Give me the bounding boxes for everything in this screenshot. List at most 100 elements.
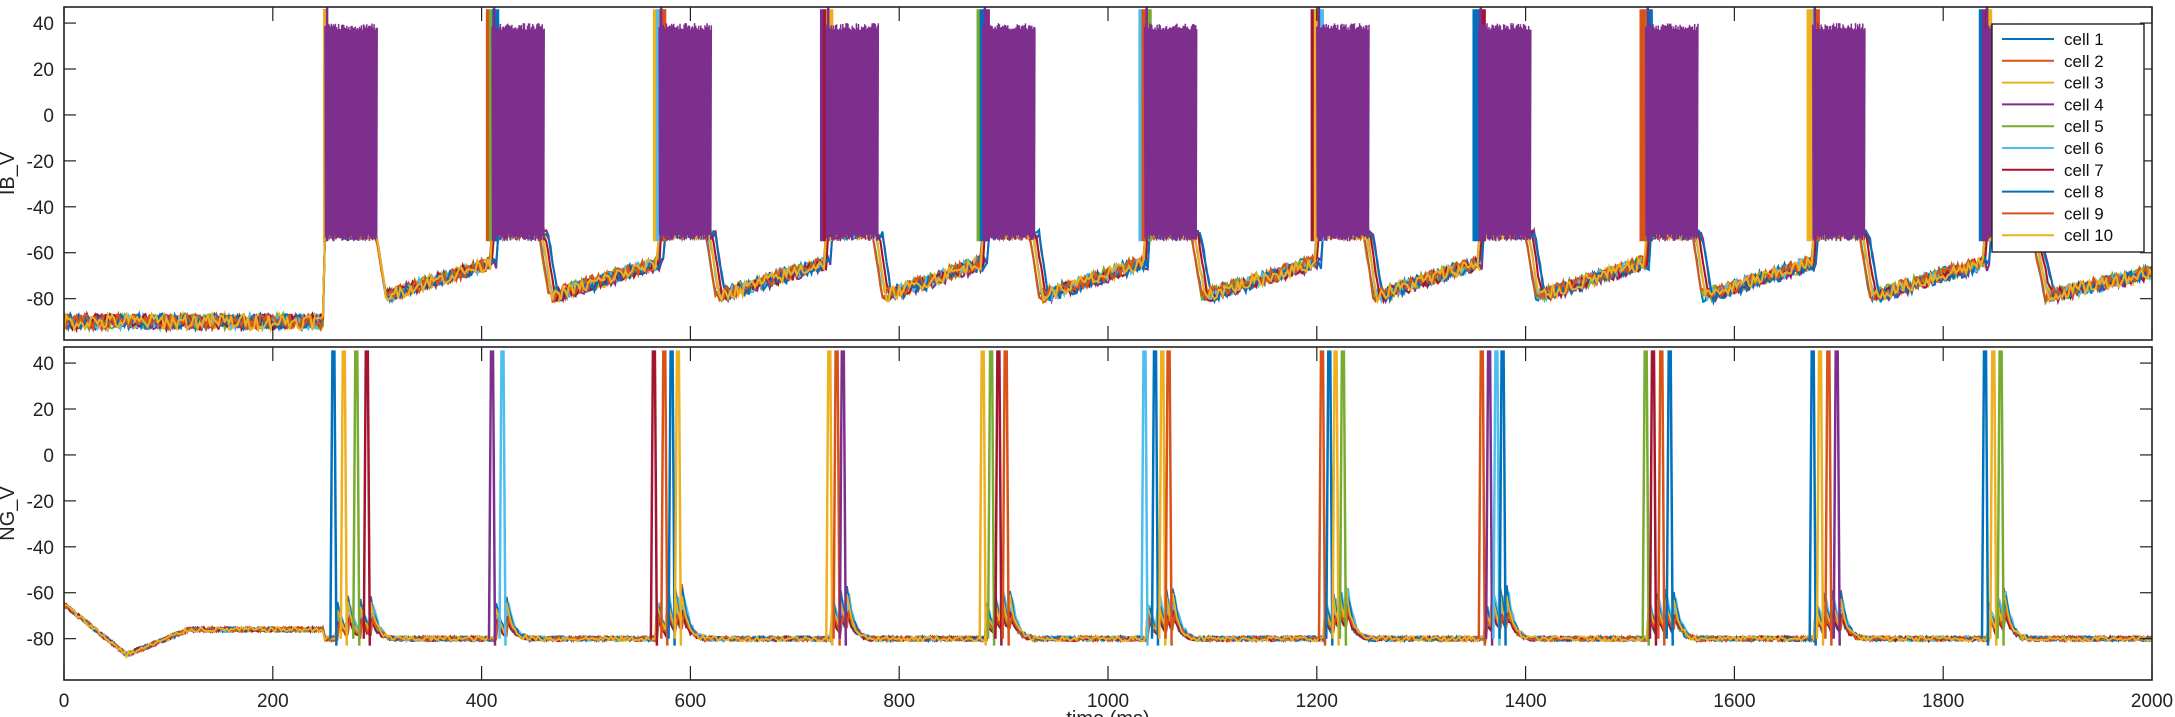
ib-v-burst-oscillation xyxy=(1143,23,1198,242)
legend-entry-6: cell 6 xyxy=(2064,139,2104,158)
ng-v-spike xyxy=(1498,350,1507,646)
ng-v-ytick-label: 20 xyxy=(33,400,54,421)
ib-v-ytick-label: -80 xyxy=(27,290,54,311)
ib-v-burst-oscillation xyxy=(1644,23,1699,242)
ng-v-spike xyxy=(1815,350,1825,646)
ng-v-spike xyxy=(649,350,659,646)
ib-v-ytick-label: -60 xyxy=(27,244,54,265)
ng-v-spike xyxy=(1648,350,1658,646)
ng-v-spike xyxy=(498,350,507,646)
ng-v-spike xyxy=(1492,350,1501,646)
ng-v-axes-box xyxy=(63,346,2153,681)
ng-v-spike xyxy=(1996,350,2005,646)
ng-v-xtick-label: 1600 xyxy=(1713,691,1755,712)
ib-v-burst-6 xyxy=(1138,7,1198,242)
ng-v-spike xyxy=(1001,350,1010,646)
ng-v-xtick-label: 200 xyxy=(257,691,289,712)
ib-v-ytick-label: -20 xyxy=(27,152,54,173)
ng-v-spike xyxy=(1665,350,1674,646)
ng-v-plot-area xyxy=(64,347,2152,680)
legend-entry-8: cell 8 xyxy=(2064,183,2104,202)
legend-entry-7: cell 7 xyxy=(2064,161,2104,180)
ng-v-spike-group-1 xyxy=(329,350,372,646)
ng-v-spike xyxy=(1150,350,1160,646)
ib-v-ytick-label: 20 xyxy=(33,60,54,81)
ng-v-spike-group-9 xyxy=(1641,350,1674,646)
ng-v-xtick-label: 1200 xyxy=(1296,691,1338,712)
ng-v-ytick-label: -20 xyxy=(27,492,54,513)
ng-v-spike-group-10 xyxy=(1808,350,1841,646)
ng-v-xtick-label: 400 xyxy=(466,691,498,712)
ib-v-burst-8 xyxy=(1472,7,1532,242)
ib-v-burst-10 xyxy=(1806,7,1866,242)
ng-v-ytick-label: 0 xyxy=(43,446,54,467)
ng-v-spike xyxy=(1158,350,1167,646)
ng-v-spike xyxy=(978,350,987,646)
ng-v-spike-group-2 xyxy=(487,350,507,646)
ng-v-ytick-label: -60 xyxy=(27,584,54,605)
ib-v-burst-2 xyxy=(485,7,545,242)
ng-v-spike-group-4 xyxy=(825,350,848,646)
ng-v-traces xyxy=(64,350,2152,660)
ib-v-burst-oscillation xyxy=(825,23,880,242)
ng-v-spike xyxy=(1484,350,1494,646)
ng-v-xtick-label: 2000 xyxy=(2131,691,2173,712)
ng-v-spike xyxy=(1657,350,1666,646)
ib-v-panel: -80 -60 -40 -20 0 20 40 xyxy=(27,6,2153,341)
ng-v-spike xyxy=(986,350,996,646)
ng-v-spike xyxy=(1331,350,1340,646)
ib-v-burst-oscillation xyxy=(324,23,378,242)
ng-v-spike xyxy=(487,350,497,646)
ng-v-xtick-label: 1400 xyxy=(1504,691,1546,712)
ng-v-xtick-label: 1000 xyxy=(1087,691,1129,712)
ng-v-spike-group-3 xyxy=(649,350,683,646)
ng-v-spike xyxy=(1325,350,1334,646)
ng-v-spike-group-5 xyxy=(978,350,1010,646)
legend-entry-5: cell 5 xyxy=(2064,117,2104,136)
ib-v-burst-5 xyxy=(976,7,1036,242)
ng-v-spike xyxy=(329,350,338,646)
legend-entry-9: cell 9 xyxy=(2064,204,2104,223)
ib-v-burst-4 xyxy=(819,7,880,242)
ib-v-burst-oscillation xyxy=(1477,23,1532,242)
ng-v-spike xyxy=(1140,350,1149,646)
ng-v-spike xyxy=(1824,350,1833,646)
ib-v-axes-box xyxy=(63,6,2153,341)
ib-v-trace-cell-10 xyxy=(64,225,2152,334)
ng-v-spike xyxy=(838,350,848,646)
ng-v-spike xyxy=(1477,350,1487,646)
ib-v-ytick-label: 0 xyxy=(43,106,54,127)
ng-v-spike-group-11 xyxy=(1980,350,2005,646)
legend-entry-10: cell 10 xyxy=(2064,226,2113,245)
ib-v-ytick-label: 40 xyxy=(33,14,54,35)
legend-entry-3: cell 3 xyxy=(2064,74,2104,93)
ng-v-spike xyxy=(1338,350,1348,646)
ng-v-spike xyxy=(1808,350,1817,646)
ib-v-burst-3 xyxy=(652,7,713,242)
time-xlabel: time (ms) xyxy=(1066,708,1149,717)
ib-v-burst-7 xyxy=(1310,7,1370,242)
ib-v-burst-oscillation xyxy=(491,23,545,242)
ng-v-spike-group-6 xyxy=(1140,350,1173,646)
ng-v-spike-group-7 xyxy=(1317,350,1348,646)
ng-v-spike xyxy=(994,350,1003,646)
ng-v-trace-cell-10 xyxy=(64,586,2152,660)
ng-v-spike xyxy=(362,350,372,646)
ng-v-spike xyxy=(339,350,349,646)
ng-v-spike xyxy=(673,350,683,646)
legend-entry-4: cell 4 xyxy=(2064,95,2104,114)
ng-v-spike xyxy=(1317,350,1327,646)
ng-v-ytick-label: -40 xyxy=(27,538,54,559)
ib-v-burst-oscillation xyxy=(1811,23,1866,242)
ib-v-ylabel: IB_V xyxy=(0,151,19,195)
ng-v-xtick-label: 600 xyxy=(675,691,707,712)
ib-v-burst-oscillation xyxy=(1316,23,1370,242)
ng-v-xtick-label: 800 xyxy=(883,691,915,712)
ng-v-spike xyxy=(660,350,669,646)
legend-entry-1: cell 1 xyxy=(2064,30,2104,49)
ib-v-burst-oscillation xyxy=(981,23,1036,242)
ng-v-spike xyxy=(667,350,676,646)
ng-v-ytick-label: 40 xyxy=(33,354,54,375)
ng-v-spike xyxy=(832,350,841,646)
